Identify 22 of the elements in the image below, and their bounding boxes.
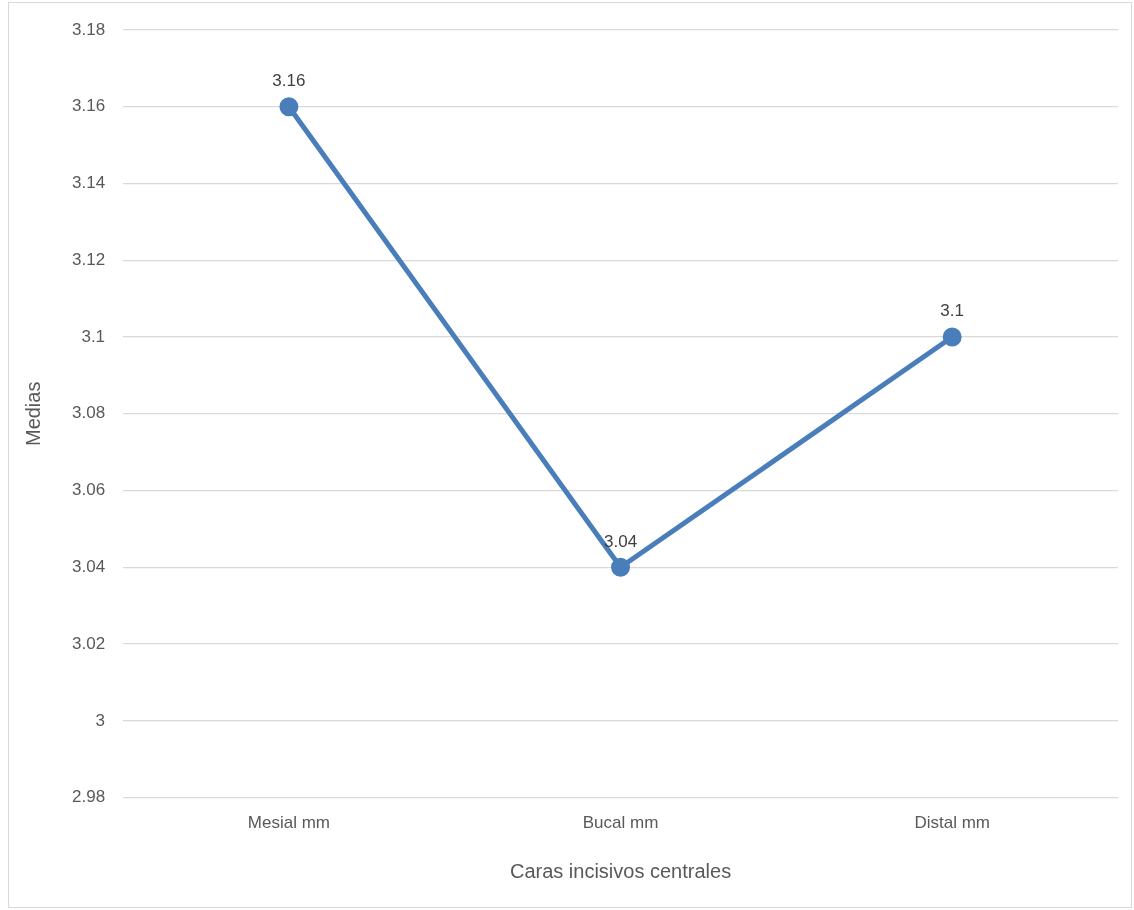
data-label: 3.16	[272, 70, 306, 90]
point	[942, 327, 962, 347]
y-tick-label: 3.02	[71, 633, 106, 653]
y-tick-label: 3.12	[71, 249, 106, 269]
y-tick-label: 3.14	[71, 173, 106, 193]
data-label: 3.1	[940, 301, 964, 321]
y-tick-label: 3.04	[71, 557, 106, 577]
y-tick-label: 3	[95, 710, 106, 730]
y-tick-label: 3.08	[71, 403, 106, 423]
point	[279, 97, 299, 117]
x-tick-label: Mesial mm	[247, 813, 330, 833]
y-tick-label: 2.98	[71, 787, 106, 807]
y-tick-label: 3.06	[71, 480, 106, 500]
point	[611, 557, 631, 577]
x-tick-label: Distal mm	[914, 813, 990, 833]
y-tick-label: 3.18	[71, 19, 106, 39]
x-tick-label: Bucal mm	[582, 813, 659, 833]
x-axis-title: Caras incisivos centrales	[509, 859, 732, 882]
y-tick-label: 3.16	[71, 96, 106, 116]
y-tick-label: 3.1	[81, 326, 106, 346]
data-label: 3.04	[604, 531, 638, 551]
y-axis-title: Medias	[21, 381, 44, 447]
